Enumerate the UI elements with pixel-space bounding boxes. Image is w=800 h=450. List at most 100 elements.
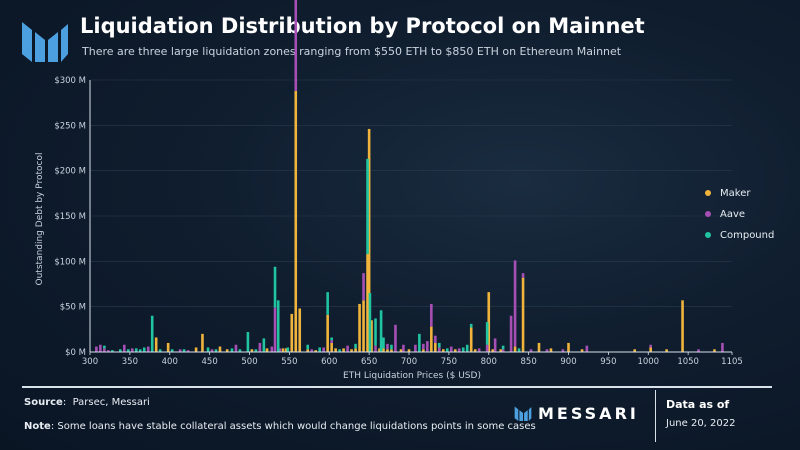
- y-axis-label: Outstanding Debt by Protocol: [35, 153, 45, 286]
- bar-maker: [201, 333, 204, 352]
- bar-compound: [306, 344, 310, 350]
- legend-label-compound: Compound: [720, 230, 774, 241]
- bar-maker: [491, 349, 495, 352]
- bar-maker: [382, 348, 385, 352]
- bar-maker: [537, 342, 541, 352]
- bar-maker: [549, 348, 553, 352]
- y-tick-label: $150 M: [54, 212, 86, 222]
- bar-aave: [310, 349, 314, 352]
- brand-name: MESSARI: [538, 403, 639, 423]
- bar-aave: [346, 345, 349, 352]
- bar-maker: [265, 348, 269, 352]
- footer-vertical-divider: [655, 390, 656, 442]
- note-text: Some loans have stable collateral assets…: [57, 421, 536, 432]
- bar-aave: [258, 342, 262, 352]
- bar-maker: [367, 128, 371, 352]
- bar-aave: [721, 342, 724, 352]
- bar-aave: [273, 307, 277, 352]
- bar-aave: [426, 341, 429, 352]
- bar-aave: [362, 273, 365, 301]
- bar-compound: [246, 332, 250, 352]
- bar-aave: [130, 348, 134, 352]
- bar-aave: [457, 348, 461, 352]
- bar-maker: [354, 348, 357, 352]
- grid-lines: [90, 79, 732, 353]
- bar-maker: [407, 349, 411, 352]
- bar-compound: [111, 350, 114, 352]
- source-label: Source: [24, 397, 63, 408]
- bar-maker: [390, 349, 393, 352]
- bar-maker: [366, 254, 369, 352]
- bar-compound: [262, 338, 266, 352]
- bar-compound: [366, 158, 369, 255]
- bar-compound: [214, 349, 218, 352]
- messari-small-logo-icon: [514, 406, 532, 421]
- bar-aave: [278, 348, 282, 352]
- data-as-of-label: Data as of: [666, 398, 730, 411]
- bar-aave: [422, 343, 425, 350]
- bar-maker: [358, 303, 361, 352]
- x-tick-label: 800: [481, 357, 497, 367]
- bar-aave: [434, 335, 437, 343]
- x-tick-label: 1050: [677, 357, 699, 367]
- bar-aave: [322, 347, 325, 352]
- bar-maker: [154, 337, 158, 352]
- bar-maker: [434, 342, 437, 352]
- bar-maker: [453, 349, 457, 352]
- bar-maker: [350, 349, 353, 352]
- bar-aave: [521, 273, 525, 278]
- x-tick-label: 400: [162, 357, 178, 367]
- bar-compound: [150, 315, 154, 352]
- bar-maker: [665, 349, 668, 352]
- bar-maker: [386, 349, 389, 352]
- bar-aave: [529, 349, 533, 352]
- bar-maker: [342, 348, 345, 352]
- bar-compound: [170, 349, 174, 352]
- bar-maker: [290, 313, 294, 352]
- bar-aave: [585, 345, 589, 352]
- source-text: Parsec, Messari: [72, 397, 150, 408]
- bar-aave: [430, 303, 433, 327]
- x-tick-label: 900: [560, 357, 576, 367]
- bar-maker: [713, 349, 716, 352]
- bar-aave: [270, 346, 274, 352]
- bar-compound: [326, 292, 329, 315]
- bar-maker: [430, 326, 433, 352]
- bar-aave: [210, 349, 214, 352]
- bar-compound: [142, 347, 146, 352]
- bars: [95, 0, 724, 352]
- bar-maker: [567, 342, 570, 352]
- bar-compound: [134, 348, 138, 352]
- bar-maker: [281, 348, 285, 352]
- bar-aave: [122, 344, 126, 352]
- bar-aave: [386, 343, 389, 350]
- bar-compound: [390, 344, 393, 350]
- bar-maker: [306, 349, 310, 352]
- bar-compound: [158, 349, 162, 352]
- x-tick-label: 700: [401, 357, 417, 367]
- bar-maker: [225, 349, 229, 352]
- bar-aave: [509, 315, 513, 352]
- legend-marker-maker: [705, 190, 711, 196]
- bar-aave: [186, 350, 190, 352]
- bar-compound: [238, 349, 242, 352]
- bar-aave: [330, 340, 333, 343]
- bar-compound: [330, 337, 333, 341]
- bar-aave: [95, 346, 98, 352]
- bar-compound: [230, 348, 234, 352]
- bar-maker: [294, 90, 298, 352]
- bar-aave: [178, 349, 182, 352]
- x-tick-label: 1105: [721, 357, 743, 367]
- bar-aave: [561, 349, 565, 352]
- bar-aave: [107, 350, 110, 352]
- bar-maker: [473, 349, 477, 352]
- bar-aave: [485, 344, 489, 352]
- bar-maker: [166, 342, 170, 352]
- x-tick-label: 500: [241, 357, 257, 367]
- bar-aave: [99, 344, 102, 352]
- bar-compound: [461, 347, 465, 352]
- legend-label-aave: Aave: [720, 209, 745, 220]
- bar-compound: [354, 343, 357, 349]
